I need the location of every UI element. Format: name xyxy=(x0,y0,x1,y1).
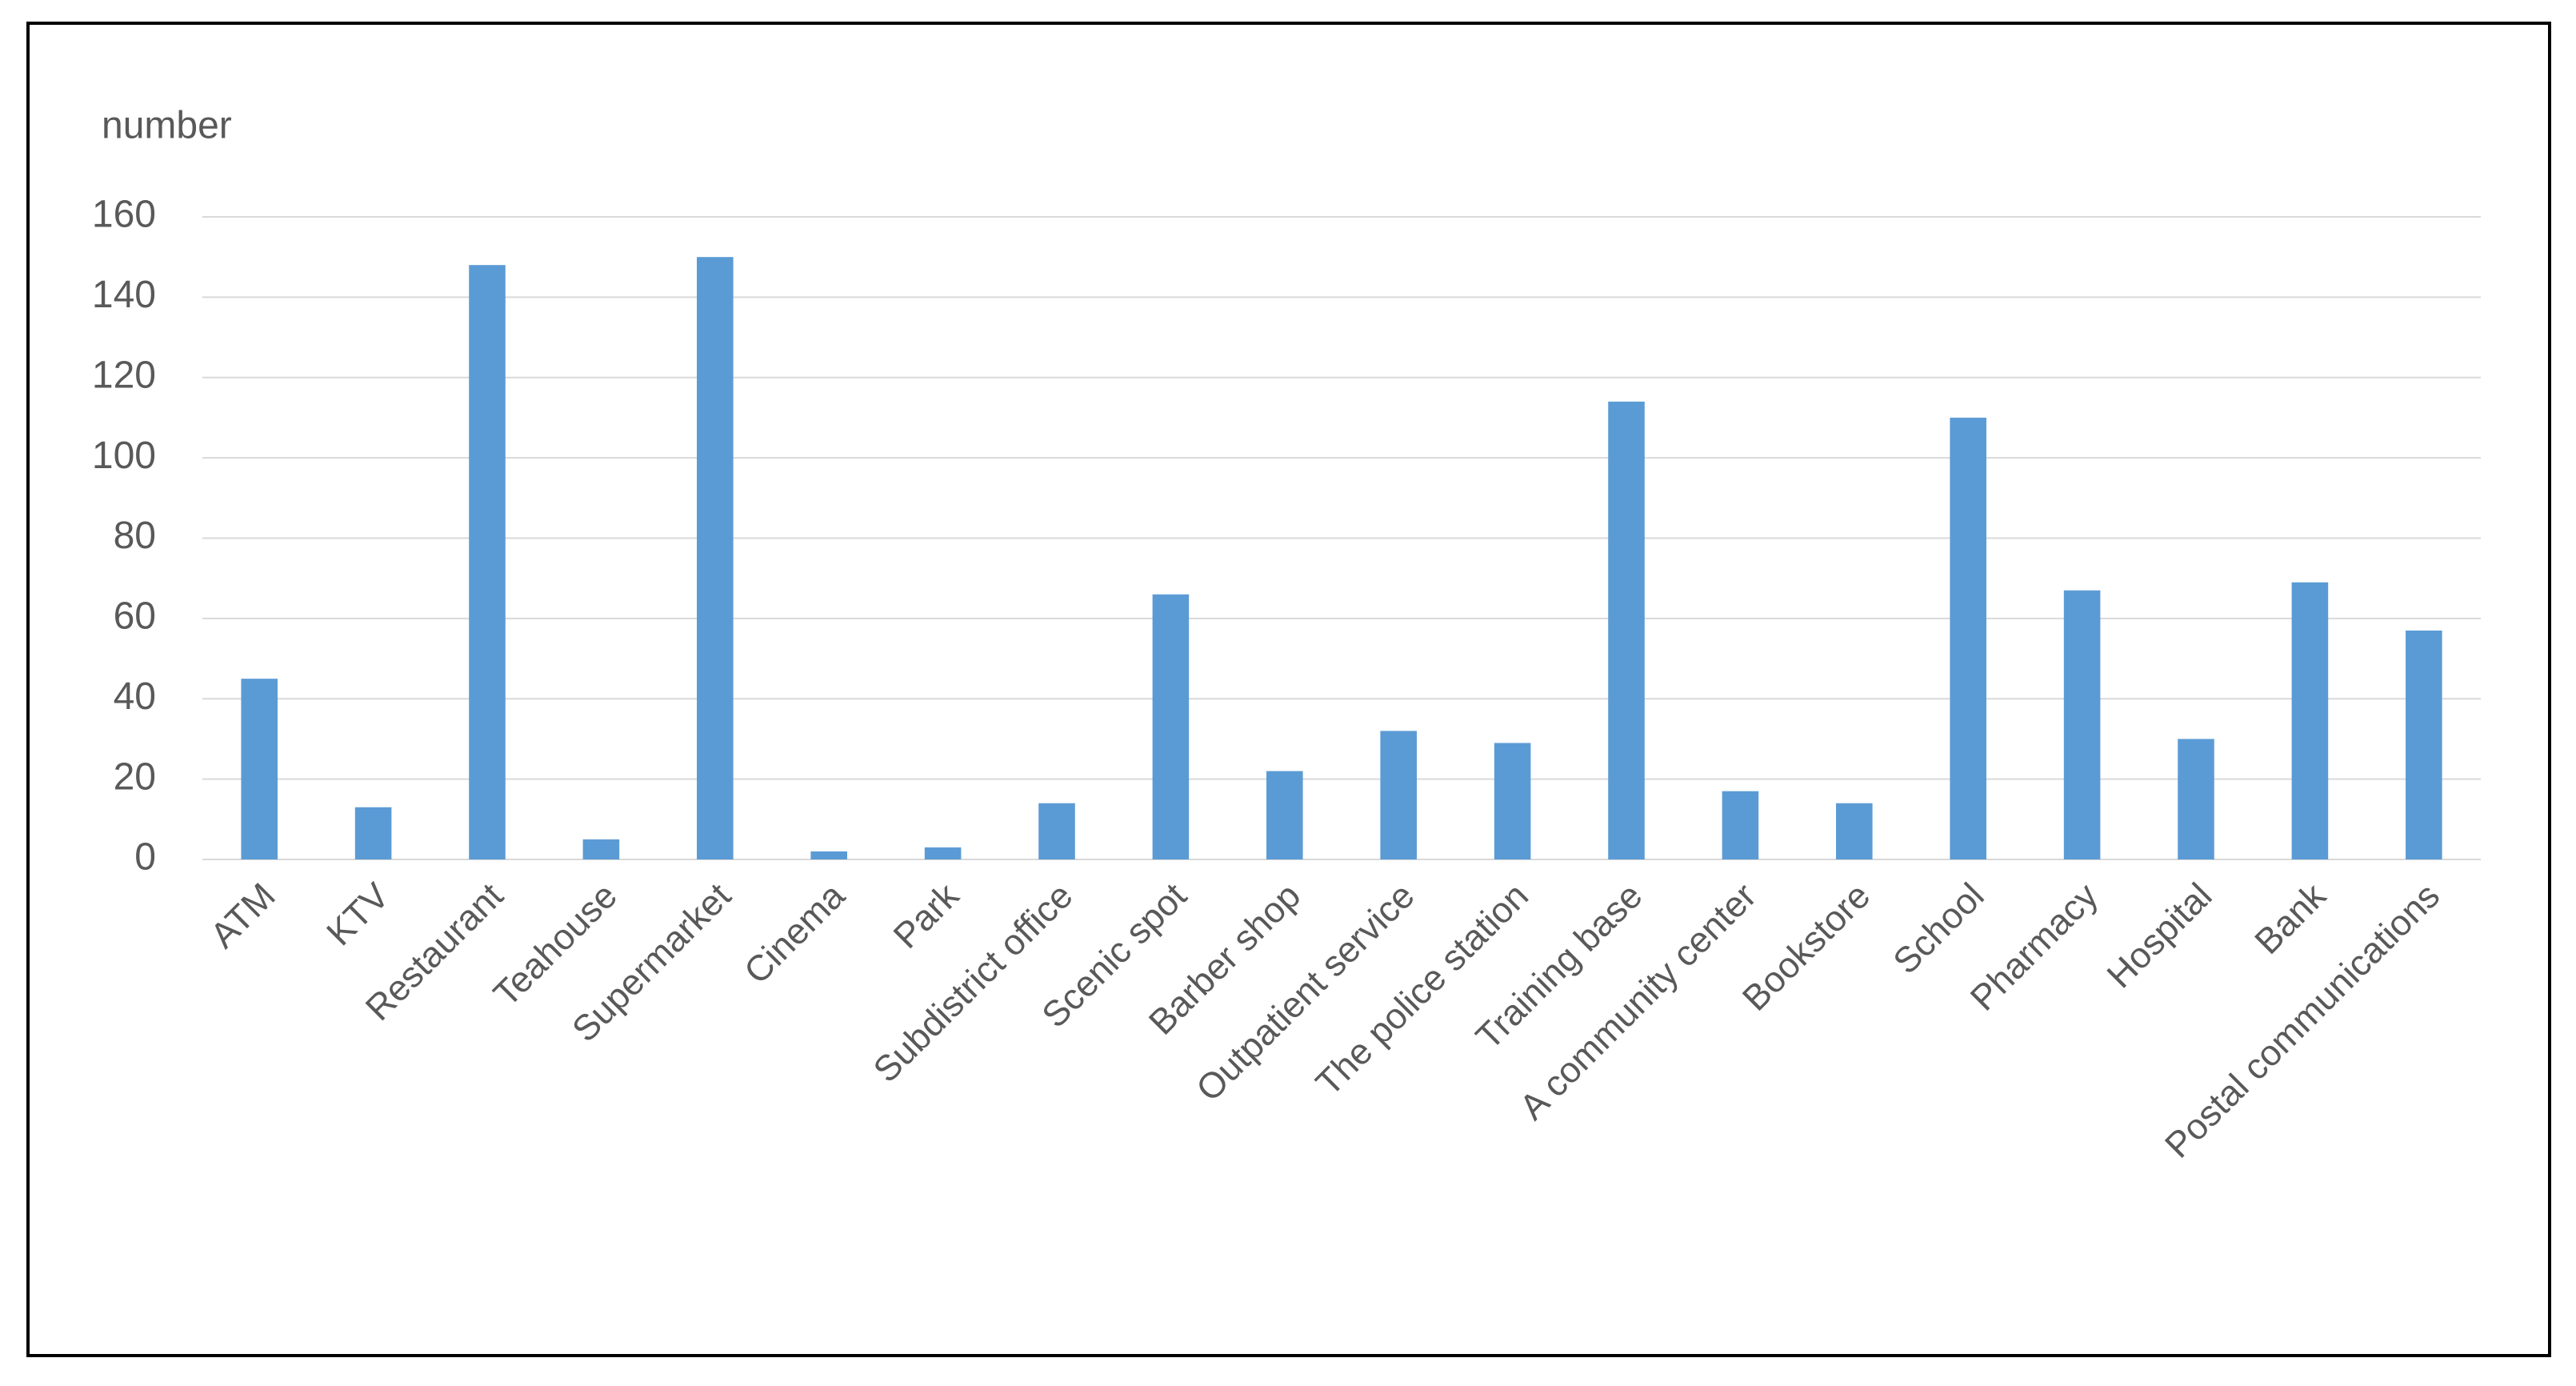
bar xyxy=(1038,803,1075,859)
bar xyxy=(1608,401,1645,859)
bar xyxy=(1494,743,1531,859)
y-axis-label: number xyxy=(102,105,232,147)
bar xyxy=(1266,771,1303,859)
bar xyxy=(1380,731,1417,859)
bar xyxy=(2063,590,2101,859)
chart-border xyxy=(26,22,2551,1357)
bar xyxy=(1950,417,1986,859)
bar xyxy=(1836,803,1873,859)
y-tick-label: 100 xyxy=(92,435,156,477)
bar xyxy=(2291,582,2329,859)
bar xyxy=(241,679,278,859)
bar xyxy=(1152,594,1190,859)
y-tick-label: 120 xyxy=(92,354,156,396)
bar xyxy=(2178,739,2214,859)
bar xyxy=(469,265,506,860)
bar xyxy=(2406,630,2442,859)
y-tick-label: 80 xyxy=(114,515,156,557)
bar xyxy=(810,851,847,859)
bar xyxy=(1722,791,1759,859)
bar xyxy=(582,839,620,859)
y-tick-label: 20 xyxy=(114,755,156,798)
y-tick-label: 160 xyxy=(92,194,156,236)
bar xyxy=(697,257,734,859)
bar xyxy=(354,807,392,859)
bar xyxy=(924,847,962,859)
y-tick-label: 60 xyxy=(114,595,156,638)
y-tick-label: 40 xyxy=(114,675,156,718)
y-tick-label: 0 xyxy=(134,836,156,879)
y-tick-label: 140 xyxy=(92,274,156,316)
